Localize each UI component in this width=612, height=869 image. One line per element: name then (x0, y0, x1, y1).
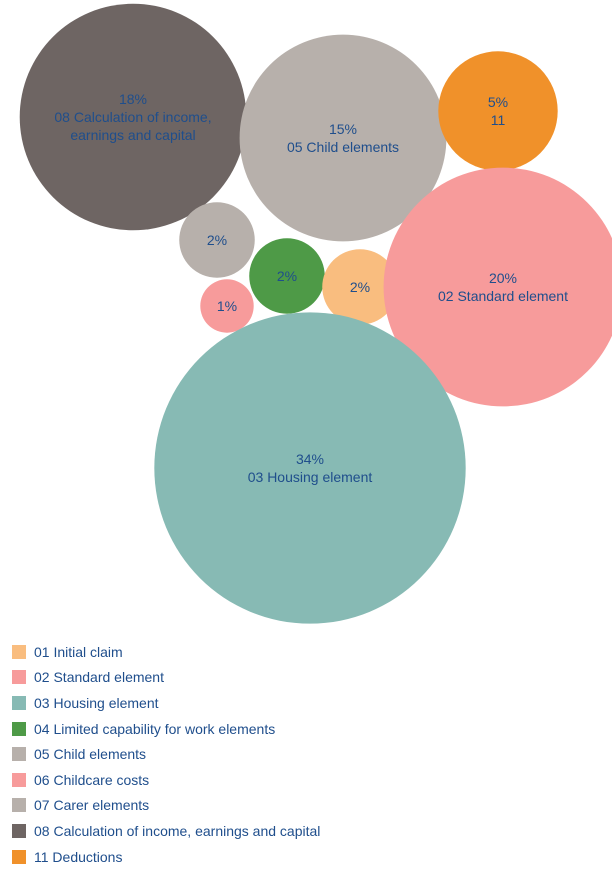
legend-label: 03 Housing element (34, 694, 159, 711)
bubble-value-label: 1% (217, 298, 237, 314)
bubble-name-label: 02 Standard element (438, 288, 568, 304)
legend-item-01-initial-claim: 01 Initial claim (12, 639, 320, 665)
chart-legend: 01 Initial claim 02 Standard element 03 Ho… (12, 639, 320, 869)
bubble-value-label: 2% (207, 232, 227, 248)
legend-item-08-calculation-of-income-earnings-and-capital: 08 Calculation of income, earnings and c… (12, 818, 320, 844)
bubble-05-child-elements (239, 34, 447, 242)
bubble-name-label: 05 Child elements (287, 139, 399, 155)
bubble-06-childcare-costs (200, 279, 254, 333)
legend-swatch (12, 798, 26, 813)
legend-swatch (12, 695, 26, 710)
bubble-11-deductions (438, 51, 558, 171)
legend-label: 04 Limited capability for work elements (34, 720, 276, 737)
legend-label: 11 Deductions (34, 848, 123, 865)
bubble-value-label: 2% (277, 268, 297, 284)
legend-label: 02 Standard element (34, 669, 164, 686)
bubble-name-label: 08 Calculation of income, earnings and ca… (54, 109, 211, 143)
legend-item-03-housing-element: 03 Housing element (12, 690, 320, 716)
bubble-04-limited-capability-for-work-elements (249, 238, 325, 314)
legend-label: 05 Child elements (34, 746, 147, 763)
legend-item-11-deductions: 11 Deductions (12, 844, 320, 869)
legend-label: 07 Carer elements (34, 797, 150, 814)
legend-swatch (12, 823, 26, 838)
legend-label: 01 Initial claim (34, 643, 123, 660)
legend-swatch (12, 721, 26, 736)
bubble-08-calculation-of-income-earnings-and-capital (19, 3, 247, 231)
legend-item-07-carer-elements: 07 Carer elements (12, 793, 320, 819)
legend-item-06-childcare-costs: 06 Childcare costs (12, 767, 320, 793)
bubble-name-label: 11 (491, 112, 506, 128)
bubble-02-standard-element (383, 167, 612, 407)
legend-swatch (12, 644, 26, 659)
legend-item-05-child-elements: 05 Child elements (12, 741, 320, 767)
bubble-value-label: 2% (350, 279, 370, 295)
legend-swatch (12, 747, 26, 762)
bubble-value-label: 34% (296, 451, 324, 467)
bubble-chart: 18% 08 Calculation of income, earnings and… (19, 3, 612, 624)
bubble-name-label: 03 Housing element (248, 469, 373, 485)
bubble-01-initial-claim (322, 249, 398, 325)
bubble-03-housing-element (154, 312, 466, 624)
legend-item-02-standard-element: 02 Standard element (12, 665, 320, 691)
legend-swatch (12, 849, 26, 864)
legend-label: 08 Calculation of income, earnings and c… (34, 822, 321, 839)
bubble-value-label: 15% (329, 121, 357, 137)
legend-swatch (12, 772, 26, 787)
legend-item-04-limited-capability-for-work-elements: 04 Limited capability for work elements (12, 716, 320, 742)
bubble-value-label: 18% (119, 91, 147, 107)
bubble-value-label: 20% (489, 270, 517, 286)
bubble-value-label: 5% (488, 94, 508, 110)
legend-label: 06 Childcare costs (34, 771, 150, 788)
bubble-07-carer-elements (179, 202, 255, 278)
legend-swatch (12, 670, 26, 685)
